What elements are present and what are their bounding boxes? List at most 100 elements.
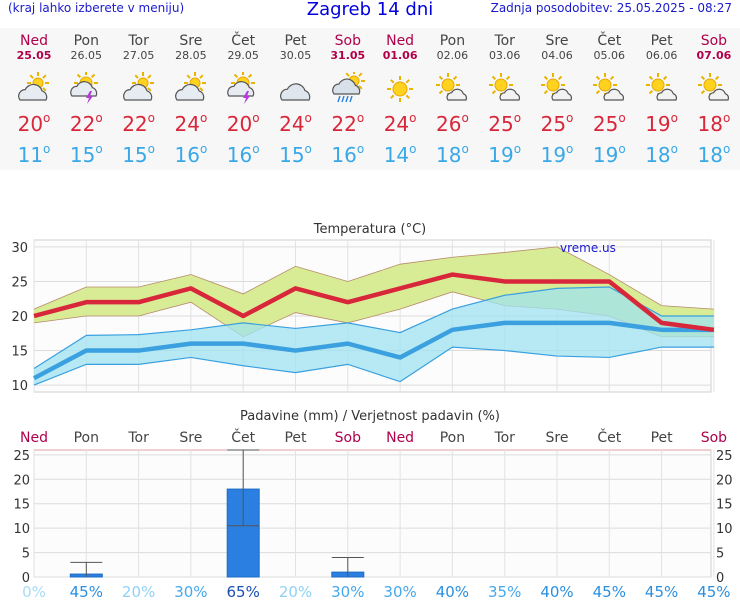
precipitation-day-label: Čet xyxy=(597,428,621,446)
min-temperature: 15o xyxy=(69,142,103,167)
precipitation-tick-label-right: 15 xyxy=(716,498,733,513)
min-temperature-value: 11 xyxy=(17,143,44,167)
max-temperature: 25o xyxy=(488,111,522,136)
day-date: 02.06 xyxy=(436,49,469,62)
day-date: 07.06 xyxy=(696,49,732,62)
day-name: Pet xyxy=(650,33,673,49)
page-title: Zagreb 14 dni xyxy=(306,0,434,20)
max-temperature-value: 24 xyxy=(174,112,200,136)
precipitation-plot-area xyxy=(33,449,712,578)
max-temperature: 22o xyxy=(122,111,155,136)
max-temperature-value: 26 xyxy=(435,112,462,136)
sun-thunderstorm-icon xyxy=(225,71,261,106)
min-temperature-value: 19 xyxy=(540,143,567,167)
precipitation-day-label: Ned xyxy=(386,430,414,446)
day-name: Sre xyxy=(545,33,569,49)
min-temperature-value: 15 xyxy=(69,143,96,167)
min-temperature-value: 19 xyxy=(592,143,619,167)
min-temperature-value: 18 xyxy=(645,143,671,167)
precipitation-day-label: Pet xyxy=(651,430,674,446)
precipitation-day-label: Ned xyxy=(20,430,48,446)
min-temperature-value: 16 xyxy=(226,143,253,167)
min-temperature: 11o xyxy=(17,142,51,167)
precipitation-day-label: Sre xyxy=(546,430,569,446)
day-date: 31.05 xyxy=(330,49,366,62)
max-temperature: 20o xyxy=(226,111,260,136)
precipitation-day-label: Čet xyxy=(231,428,255,446)
day-header: Tor 03.06 xyxy=(479,32,531,62)
day-header: Čet 29.05 xyxy=(217,32,269,62)
min-temperature-value: 18 xyxy=(697,143,723,167)
sun-small-cloud-icon xyxy=(696,72,732,106)
day-date: 27.05 xyxy=(122,49,155,62)
precipitation-probability-label: 40% xyxy=(540,583,573,600)
sunny-icon xyxy=(382,72,418,106)
day-header: Tor 27.05 xyxy=(113,32,165,62)
max-temperature-value: 18 xyxy=(697,112,723,136)
min-band-upper-edge xyxy=(33,286,714,370)
max-temperature-value: 24 xyxy=(279,112,305,136)
day-name: Čet xyxy=(231,33,256,49)
max-temperature: 24o xyxy=(174,111,208,136)
precipitation-tick-label-left: 25 xyxy=(13,449,30,464)
max-temperature-value: 22 xyxy=(69,112,96,136)
precipitation-tick-label-left: 20 xyxy=(13,473,30,488)
max-temperature-line xyxy=(33,272,715,333)
min-temperature-value: 16 xyxy=(174,143,200,167)
precipitation-day-label: Pet xyxy=(284,430,307,446)
max-temperature: 26o xyxy=(435,111,469,136)
precipitation-tick-label-right: 25 xyxy=(716,449,733,464)
precipitation-tick-label-right: 0 xyxy=(716,571,724,586)
temperature-tick-label: 25 xyxy=(11,275,28,290)
max-temperature-value: 19 xyxy=(645,112,671,136)
max-temperature: 20o xyxy=(17,111,51,136)
precipitation-probability-label: 45% xyxy=(697,583,730,600)
day-date: 26.05 xyxy=(70,49,103,62)
min-temperature-value: 15 xyxy=(279,143,305,167)
min-temperature-line xyxy=(32,320,714,381)
max-temperature-range-band xyxy=(34,246,714,337)
min-temperature: 18o xyxy=(697,142,731,167)
temperature-chart: 10 15 20 25 30 Temperatura (°C) vreme.us xyxy=(11,222,715,394)
partly-cloudy-icon xyxy=(121,72,157,106)
precipitation-day-label: Pon xyxy=(440,430,465,446)
max-temperature-value: 24 xyxy=(383,112,410,136)
precipitation-probability-label: 0% xyxy=(22,583,46,600)
max-temperature-value: 22 xyxy=(122,112,148,136)
sun-small-cloud-icon xyxy=(539,72,575,106)
min-temperature: 14o xyxy=(383,142,417,167)
day-header: Pet 06.06 xyxy=(636,32,688,62)
sun-thunderstorm-icon xyxy=(68,71,104,106)
precipitation-probability-label: 65% xyxy=(227,583,260,600)
temperature-tick-label: 15 xyxy=(11,345,28,360)
last-update: Zadnja posodobitev: 25.05.2025 - 08:27 xyxy=(490,1,732,15)
min-temperature: 19o xyxy=(592,142,626,167)
precipitation-day-label: Sob xyxy=(701,430,727,446)
max-temperature: 22o xyxy=(69,111,103,136)
day-date: 30.05 xyxy=(279,49,312,62)
location-menu-hint[interactable]: (kraj lahko izberete v meniju) xyxy=(8,1,185,15)
precipitation-day-label: Tor xyxy=(493,430,515,446)
day-name: Pon xyxy=(73,33,99,49)
max-temperature-value: 22 xyxy=(331,112,357,136)
day-name: Ned xyxy=(20,33,48,49)
day-date: 01.06 xyxy=(382,49,418,62)
precipitation-probability-label: 20% xyxy=(279,583,312,600)
min-temperature-value: 16 xyxy=(331,143,357,167)
day-date: 29.05 xyxy=(227,49,259,62)
min-temperature-value: 14 xyxy=(383,143,410,167)
precipitation-day-label: Sob xyxy=(335,430,361,446)
precipitation-day-label: Pon xyxy=(74,430,99,446)
day-date: 03.06 xyxy=(488,49,521,62)
day-date: 28.05 xyxy=(175,49,207,62)
sun-small-cloud-icon xyxy=(487,72,523,106)
partly-cloudy-icon xyxy=(16,72,52,106)
day-name: Sob xyxy=(334,33,361,49)
day-name: Sob xyxy=(700,33,728,49)
precipitation-probability-label: 30% xyxy=(383,583,416,600)
precipitation-tick-label-right: 10 xyxy=(716,522,733,537)
day-header: Pet 30.05 xyxy=(270,32,322,62)
precipitation-probability-label: 20% xyxy=(122,583,155,600)
max-temperature: 25o xyxy=(592,111,626,136)
max-temperature: 22o xyxy=(331,111,365,136)
